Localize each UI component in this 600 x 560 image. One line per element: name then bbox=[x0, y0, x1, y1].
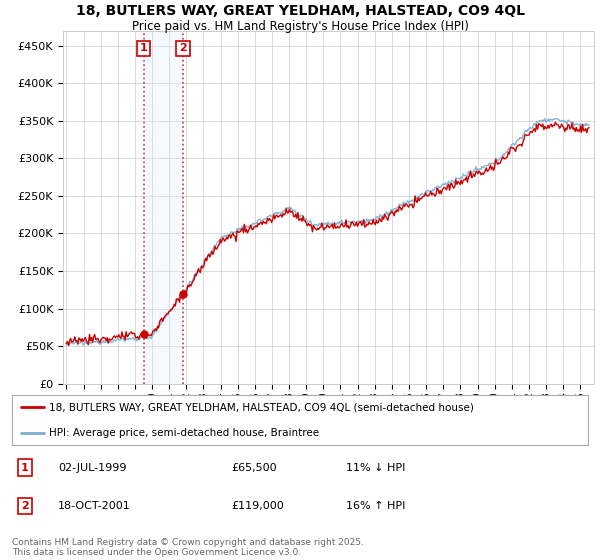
Text: 1: 1 bbox=[140, 44, 148, 53]
Text: Price paid vs. HM Land Registry's House Price Index (HPI): Price paid vs. HM Land Registry's House … bbox=[131, 20, 469, 32]
Text: 11% ↓ HPI: 11% ↓ HPI bbox=[346, 463, 406, 473]
Text: 18, BUTLERS WAY, GREAT YELDHAM, HALSTEAD, CO9 4QL: 18, BUTLERS WAY, GREAT YELDHAM, HALSTEAD… bbox=[76, 4, 524, 18]
Text: £65,500: £65,500 bbox=[231, 463, 277, 473]
Text: 1: 1 bbox=[20, 463, 28, 473]
Text: 16% ↑ HPI: 16% ↑ HPI bbox=[346, 501, 406, 511]
Text: £119,000: £119,000 bbox=[231, 501, 284, 511]
Text: 18, BUTLERS WAY, GREAT YELDHAM, HALSTEAD, CO9 4QL (semi-detached house): 18, BUTLERS WAY, GREAT YELDHAM, HALSTEAD… bbox=[49, 403, 475, 412]
Text: 2: 2 bbox=[179, 44, 187, 53]
Text: 18-OCT-2001: 18-OCT-2001 bbox=[58, 501, 131, 511]
Text: 02-JUL-1999: 02-JUL-1999 bbox=[58, 463, 127, 473]
Text: HPI: Average price, semi-detached house, Braintree: HPI: Average price, semi-detached house,… bbox=[49, 428, 320, 437]
Bar bbox=[143, 31, 183, 384]
Text: Contains HM Land Registry data © Crown copyright and database right 2025.
This d: Contains HM Land Registry data © Crown c… bbox=[12, 538, 364, 557]
Text: 2: 2 bbox=[20, 501, 28, 511]
